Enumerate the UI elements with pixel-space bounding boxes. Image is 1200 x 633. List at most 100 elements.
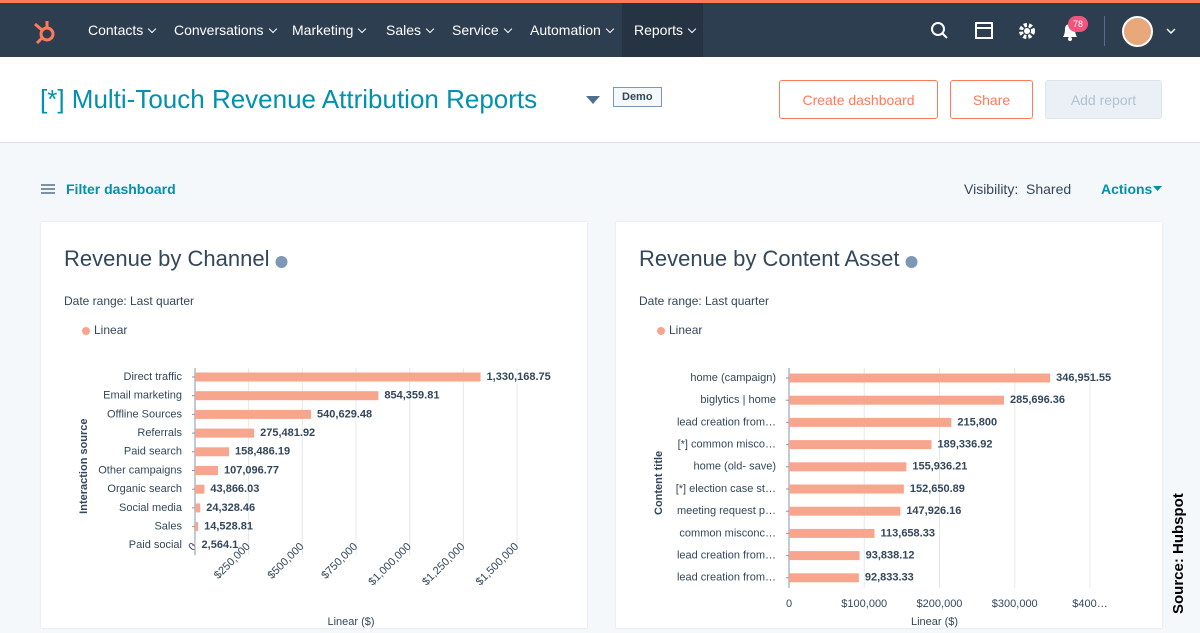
bar bbox=[195, 522, 199, 532]
bar bbox=[195, 428, 255, 438]
date-range: Last quarter bbox=[705, 294, 769, 308]
value-label: 285,696.36 bbox=[1010, 394, 1065, 406]
y-tick-label: lead creation from… bbox=[677, 550, 776, 562]
y-tick-label: Offline Sources bbox=[107, 408, 183, 420]
bar bbox=[789, 528, 875, 538]
bar bbox=[195, 391, 379, 401]
filter-dashboard[interactable]: Filter dashboard bbox=[66, 181, 176, 197]
report-card: Revenue by Content Asset Date range: Last … bbox=[616, 222, 1162, 628]
nav-item[interactable]: Sales bbox=[386, 22, 433, 38]
value-label: 107,096.77 bbox=[224, 464, 279, 476]
bar bbox=[789, 551, 860, 561]
value-label: 113,658.33 bbox=[881, 527, 935, 539]
actions-menu[interactable]: Actions bbox=[1101, 181, 1153, 197]
y-tick-label: lead creation from… bbox=[677, 572, 776, 584]
value-label: 14,528.81 bbox=[204, 521, 253, 533]
nav-bar: Contacts Conversations Marketing Sales Servi… bbox=[0, 0, 1200, 57]
y-tick-label: Sales bbox=[154, 521, 182, 533]
info-icon bbox=[275, 256, 288, 268]
date-range: Last quarter bbox=[130, 294, 194, 308]
x-tick-label: 0 bbox=[786, 598, 792, 610]
bar bbox=[789, 506, 901, 516]
info-icon bbox=[905, 256, 918, 268]
value-label: 147,926.16 bbox=[906, 505, 961, 517]
value-label: 155,936.21 bbox=[912, 461, 967, 473]
search-icon[interactable] bbox=[930, 21, 950, 41]
nav-item[interactable]: Contacts bbox=[88, 22, 155, 38]
value-label: 275,481.92 bbox=[260, 427, 315, 439]
y-tick-label: Paid social bbox=[129, 539, 182, 551]
nav-item[interactable]: Service bbox=[452, 22, 511, 38]
x-tick-label: $1,250,000 bbox=[420, 541, 467, 588]
nav-item[interactable]: Reports bbox=[634, 22, 695, 38]
actions-caret[interactable] bbox=[1153, 186, 1162, 192]
chart-title: Revenue by Content Asset bbox=[639, 246, 900, 271]
x-tick-label: $400… bbox=[1072, 598, 1107, 610]
logo[interactable] bbox=[32, 17, 58, 45]
value-label: 189,336.92 bbox=[937, 439, 992, 451]
visibility-label: Visibility: bbox=[964, 181, 1019, 197]
y-tick-label: lead creation from… bbox=[677, 416, 776, 428]
nav-item[interactable]: Automation bbox=[530, 22, 613, 38]
value-label: 93,838.12 bbox=[866, 550, 915, 562]
y-tick-label: meeting request p… bbox=[677, 505, 776, 517]
visibility-value[interactable]: Shared bbox=[1026, 181, 1072, 197]
avatar[interactable] bbox=[1122, 16, 1153, 47]
y-axis-title: Interaction source bbox=[78, 418, 90, 513]
bar bbox=[789, 440, 932, 450]
share-button[interactable]: Share bbox=[950, 80, 1033, 119]
chart: Revenue by Content Asset Date range: Last … bbox=[639, 246, 1111, 628]
add-report-button[interactable]: Add report bbox=[1045, 80, 1162, 119]
nav-item[interactable]: Conversations bbox=[174, 22, 276, 38]
bar bbox=[789, 462, 907, 472]
notification-count: 78 bbox=[1068, 16, 1088, 32]
date-range-label: Date range: bbox=[639, 294, 702, 308]
source-label: Source: Hubspot bbox=[1170, 493, 1187, 614]
y-tick-label: Direct traffic bbox=[124, 371, 183, 383]
bar bbox=[789, 484, 904, 494]
x-tick-label: 0 bbox=[186, 541, 199, 554]
settings-icon[interactable] bbox=[1017, 21, 1037, 41]
bar bbox=[789, 373, 1051, 383]
filter-icon[interactable] bbox=[41, 182, 55, 196]
marketplace-icon[interactable] bbox=[974, 20, 994, 40]
create-dashboard-button[interactable]: Create dashboard bbox=[779, 80, 938, 119]
y-axis-title: Content title bbox=[653, 451, 665, 515]
x-tick-label: $100,000 bbox=[841, 598, 887, 610]
bar bbox=[195, 484, 205, 494]
avatar-caret[interactable] bbox=[1166, 28, 1176, 36]
value-label: 215,800 bbox=[957, 416, 997, 428]
value-label: 158,486.19 bbox=[235, 446, 290, 458]
y-tick-label: home (campaign) bbox=[690, 372, 776, 384]
y-tick-label: biglytics | home bbox=[700, 394, 776, 406]
y-tick-label: Organic search bbox=[107, 483, 182, 495]
y-tick-label: Other campaigns bbox=[98, 464, 182, 476]
value-label: 24,328.46 bbox=[206, 502, 255, 514]
divider bbox=[1104, 16, 1105, 46]
y-tick-label: Referrals bbox=[137, 427, 182, 439]
dashboard-title[interactable]: [*] Multi-Touch Revenue Attribution Repo… bbox=[40, 84, 538, 114]
value-label: 43,866.03 bbox=[210, 483, 259, 495]
x-tick-label: $750,000 bbox=[319, 541, 360, 582]
report-card: Revenue by Channel Date range: Last quarte… bbox=[41, 222, 587, 628]
bar bbox=[789, 395, 1004, 405]
value-label: 92,833.33 bbox=[865, 572, 914, 584]
y-tick-label: Social media bbox=[119, 502, 183, 514]
date-range-label: Date range: bbox=[64, 294, 127, 308]
legend-marker bbox=[657, 327, 665, 335]
value-label: 346,951.55 bbox=[1056, 372, 1111, 384]
x-tick-label: $1,500,000 bbox=[474, 541, 521, 588]
nav-item[interactable]: Marketing bbox=[292, 22, 365, 38]
x-tick-label: $300,000 bbox=[992, 598, 1038, 610]
title-caret[interactable] bbox=[585, 95, 601, 105]
y-tick-label: [*] election case st… bbox=[676, 483, 776, 495]
legend-label: Linear bbox=[94, 323, 127, 337]
y-tick-label: [*] common misco… bbox=[678, 439, 776, 451]
header: [*] Multi-Touch Revenue Attribution Repo… bbox=[0, 57, 1200, 143]
bar bbox=[195, 540, 196, 550]
bar bbox=[789, 573, 859, 583]
y-tick-label: common misconc… bbox=[679, 527, 776, 539]
x-tick-label: $500,000 bbox=[266, 541, 307, 582]
legend-label: Linear bbox=[669, 323, 702, 337]
